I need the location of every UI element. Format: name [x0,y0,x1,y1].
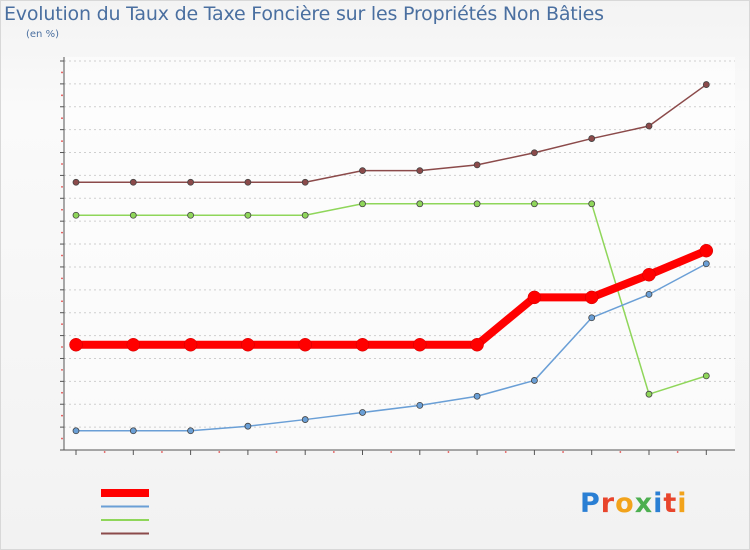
data-point [244,422,252,430]
data-point [588,200,596,208]
y-minor-dot [61,437,63,440]
logo-letter: t [663,488,678,519]
series-line-1 [75,262,708,432]
data-point [187,178,195,186]
logo-letter: r [600,488,616,519]
data-point [301,211,309,219]
logo-letter: o [615,488,635,519]
data-point [584,290,599,305]
logo-letter: i [653,488,664,519]
data-point [531,200,538,208]
x-minor-dot [619,451,622,453]
data-point [473,161,481,169]
data-point [531,377,538,384]
data-point [413,337,427,352]
y-minor-dot [61,185,63,188]
y-minor-dot [61,231,63,234]
x-minor-dot [275,451,278,453]
y-minor-dot [61,140,63,142]
data-point [588,314,596,322]
data-point [129,427,137,435]
y-minor-dot [61,300,63,303]
data-point [416,167,424,175]
chart-subtitle: (en %) [26,29,59,40]
data-point [129,211,137,219]
data-point [69,337,83,352]
data-point [702,372,710,380]
data-point [72,211,80,219]
y-minor-dot [61,277,63,280]
y-minor-dot [61,71,63,74]
y-minor-dot [61,391,63,394]
data-point [645,290,653,298]
x-minor-dot [218,451,221,453]
x-minor-dot [676,451,679,453]
chart-title: Evolution du Taux de Taxe Foncière sur l… [4,3,604,25]
y-minor-dot [61,163,63,165]
data-point [359,167,366,175]
data-point [645,122,653,130]
y-minor-dot [61,414,63,417]
data-point [531,149,538,157]
logo-letter: i [677,488,688,519]
data-point [301,416,309,423]
data-point [359,200,366,208]
data-point [470,337,484,352]
data-point [72,427,80,435]
series-line-3 [75,83,708,184]
x-minor-dot [504,451,507,453]
y-minor-dot [61,208,63,211]
data-point [355,337,370,352]
y-minor-dot [61,254,63,257]
data-point [699,243,714,258]
logo-letter: x [634,488,654,519]
data-point [588,135,596,142]
data-point [416,200,424,208]
data-point [298,337,312,352]
y-minor-dot [61,94,63,97]
proxiti-logo: Proxiti [580,488,688,519]
data-point [183,337,198,352]
data-point [301,178,309,186]
data-point [527,290,542,305]
y-minor-dot [61,346,63,348]
data-point [702,260,710,268]
x-minor-dot [332,451,335,453]
data-point [702,81,710,88]
series-line-0 [72,246,711,349]
data-point [72,178,80,186]
logo-letter: P [580,488,601,519]
data-point [642,267,656,282]
series-line-2 [75,203,708,395]
x-minor-dot [447,451,450,453]
data-point [244,178,252,186]
data-point [473,200,481,208]
x-minor-dot [161,451,163,453]
x-minor-dot [390,451,393,453]
y-minor-dot [61,369,63,371]
data-point [129,178,137,186]
data-point [359,409,366,416]
y-minor-dot [61,323,63,326]
data-point [645,390,653,398]
x-minor-dot [562,451,564,453]
data-point [126,337,141,352]
y-minor-dot [61,117,63,120]
data-point [416,401,424,409]
plot-area [64,57,735,450]
data-point [244,211,252,219]
data-point [473,392,481,400]
data-point [241,337,255,352]
x-minor-dot [103,451,106,453]
data-point [187,427,195,435]
data-point [187,211,195,219]
